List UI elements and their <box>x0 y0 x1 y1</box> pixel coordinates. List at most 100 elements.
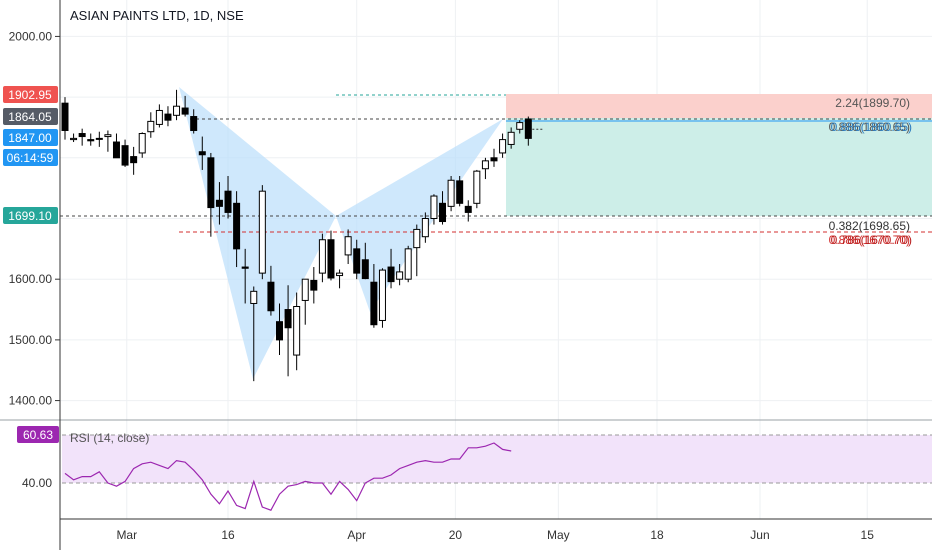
candle[interactable] <box>70 133 78 143</box>
candle[interactable] <box>155 104 163 128</box>
candle[interactable] <box>147 112 155 138</box>
stop-loss-zone <box>506 94 932 118</box>
time-axis-labels: Mar 16 Apr 20 May 18 Jun 15 <box>116 528 874 542</box>
candle[interactable] <box>95 131 103 147</box>
candle[interactable] <box>78 128 86 146</box>
candle-body <box>224 190 232 213</box>
candle[interactable] <box>378 268 386 328</box>
candle[interactable] <box>164 106 172 127</box>
candle-body <box>87 139 95 142</box>
candle[interactable] <box>241 248 249 304</box>
candle[interactable] <box>499 133 507 158</box>
candle[interactable] <box>310 267 318 304</box>
candle[interactable] <box>344 229 352 265</box>
candle[interactable] <box>130 146 138 175</box>
candle[interactable] <box>215 182 223 225</box>
candle[interactable] <box>361 242 369 280</box>
candle-body <box>130 156 138 164</box>
candle-body <box>164 113 172 121</box>
candle[interactable] <box>387 248 395 289</box>
candle-body <box>112 141 120 159</box>
candle[interactable] <box>293 292 301 371</box>
candle[interactable] <box>301 278 309 325</box>
candle[interactable] <box>250 286 258 382</box>
candle-body <box>173 105 181 116</box>
candle-body <box>499 139 507 154</box>
candle[interactable] <box>421 212 429 243</box>
candle[interactable] <box>481 157 489 180</box>
candle[interactable] <box>233 191 241 268</box>
candle-body <box>233 202 241 250</box>
candle[interactable] <box>112 133 120 159</box>
candle-body <box>284 309 292 329</box>
candle[interactable] <box>447 176 455 212</box>
candle[interactable] <box>207 152 215 237</box>
candle-body <box>138 133 146 154</box>
candle[interactable] <box>516 120 524 134</box>
candle[interactable] <box>336 269 344 289</box>
rsi-line <box>64 442 512 511</box>
price-tick-label: 2000.00 <box>9 29 53 43</box>
price-tag-last: 1864.05 <box>3 108 58 125</box>
candle-body <box>293 306 301 356</box>
candle-body <box>361 259 369 280</box>
candle[interactable] <box>353 239 361 280</box>
candle[interactable] <box>413 224 421 277</box>
candle[interactable] <box>181 95 189 117</box>
candle[interactable] <box>327 230 335 281</box>
candlestick-series[interactable] <box>61 89 543 382</box>
candle-body <box>473 170 481 204</box>
candle[interactable] <box>318 233 326 283</box>
time-tick-label: 18 <box>650 528 664 542</box>
candle[interactable] <box>198 136 206 170</box>
candle[interactable] <box>284 285 292 377</box>
price-tick-label: 1600.00 <box>9 272 53 286</box>
candle-body <box>276 321 283 341</box>
candle[interactable] <box>370 264 378 328</box>
profit-target-zone <box>506 118 932 216</box>
candle[interactable] <box>464 200 472 222</box>
candle[interactable] <box>267 265 275 316</box>
candle-body <box>241 266 249 269</box>
time-tick-label: 15 <box>861 528 875 542</box>
candle[interactable] <box>224 176 232 219</box>
svg-text:1847.00: 1847.00 <box>8 131 52 145</box>
candle[interactable] <box>396 264 404 286</box>
candle[interactable] <box>430 194 438 225</box>
candle-body <box>456 180 464 204</box>
candle[interactable] <box>173 89 181 121</box>
candle-body <box>387 266 395 283</box>
candle[interactable] <box>404 245 412 283</box>
candle-body <box>464 205 472 213</box>
candle-body <box>215 199 223 207</box>
candle-body <box>190 116 198 131</box>
price-tag-current: 1847.00 <box>3 129 58 146</box>
candle[interactable] <box>61 97 69 140</box>
fib-level-label: 0.382(1698.65) <box>829 219 910 233</box>
candle-body <box>181 107 189 115</box>
candle[interactable] <box>104 130 112 152</box>
candle[interactable] <box>456 176 464 207</box>
candle[interactable] <box>87 133 95 146</box>
candle[interactable] <box>138 132 146 158</box>
candle[interactable] <box>524 116 532 146</box>
price-tick-label: 1400.00 <box>9 394 53 408</box>
candle-body <box>507 131 515 145</box>
candle[interactable] <box>258 185 266 280</box>
candle[interactable] <box>121 139 129 167</box>
time-tick-label: Jun <box>750 528 769 542</box>
candle[interactable] <box>276 303 283 356</box>
rsi-band <box>62 435 932 483</box>
candle-body <box>353 248 361 274</box>
candle[interactable] <box>490 148 498 167</box>
time-tick-label: Mar <box>116 528 137 542</box>
candle[interactable] <box>439 191 447 225</box>
svg-text:1902.95: 1902.95 <box>8 88 52 102</box>
candle[interactable] <box>190 109 198 134</box>
candle[interactable] <box>507 127 515 149</box>
candle-body <box>490 157 498 162</box>
candle-body <box>421 217 429 238</box>
candle[interactable] <box>473 169 481 209</box>
